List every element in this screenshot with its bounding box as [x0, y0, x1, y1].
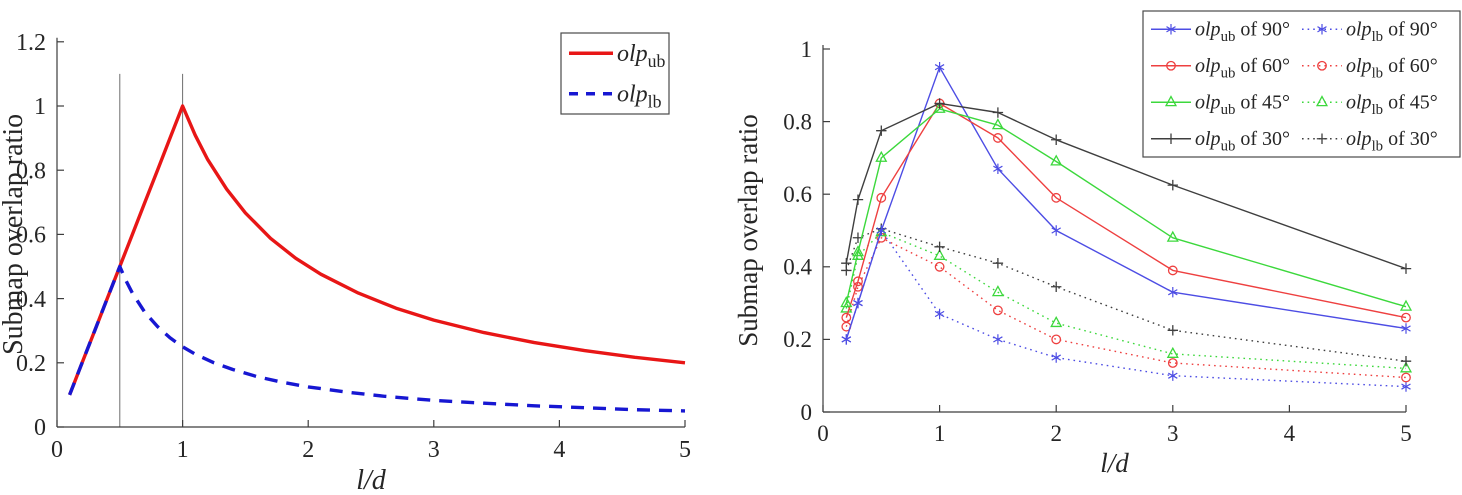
y-tick-label: 0.8 — [16, 158, 46, 184]
series-olp_ub_45 — [840, 101, 1413, 311]
legend-label-olp_lb_30: olplb of 30° — [1346, 128, 1438, 154]
legend-entry-olp_lb_90: olplb of 90° — [1302, 19, 1438, 45]
left-chart: 0 1 2 3 4 5 0 0.2 0.4 0.6 0.8 1 1.2 l/d Submap overlap… — [0, 30, 691, 495]
legend-label-olp_lb: olplb — [617, 81, 662, 111]
y-tick-label: 1 — [801, 37, 813, 62]
y-axis-label: Submap overlap ratio — [733, 114, 763, 346]
x-tick-label: 4 — [1284, 421, 1296, 446]
x-tick-label: 0 — [51, 437, 63, 463]
y-tick-label: 0.8 — [783, 109, 812, 134]
y-tick-label: 0.2 — [783, 327, 812, 352]
series-olp_ub_90 — [841, 61, 1411, 345]
legend-label-olp_lb_45: olplb of 45° — [1346, 92, 1438, 118]
right-chart-panel: 0 1 2 3 4 5 0 0.2 0.4 0.6 0.8 1 l/d Submap overlap ra… — [712, 0, 1462, 490]
legend-label-olp_ub_30: olpub of 30° — [1195, 128, 1290, 154]
legend-entry-olp_ub_45: olpub of 45° — [1151, 92, 1290, 118]
legend-entry-olp_ub: olpub — [569, 41, 666, 71]
legend: olpub olplb — [560, 32, 670, 115]
x-tick-label: 0 — [817, 421, 829, 446]
legend-label-olp_ub_45: olpub of 45° — [1195, 92, 1290, 118]
y-tick-label: 0 — [801, 400, 813, 425]
series-olp_ub — [68, 104, 686, 396]
legend-entry-olp_ub_90: olpub of 90° — [1151, 19, 1290, 45]
x-tick-label: 1 — [177, 437, 189, 463]
x-axis-label: l/d — [356, 465, 387, 490]
y-tick-label: 0.2 — [16, 351, 46, 377]
y-tick-label: 1 — [34, 94, 46, 120]
legend-label-olp_ub: olpub — [617, 41, 666, 71]
legend: olpub of 90° olplb of 90° olpub of 60° olpl… — [1142, 10, 1461, 158]
left-chart-panel: 0 1 2 3 4 5 0 0.2 0.4 0.6 0.8 1 1.2 l/d Submap overlap… — [0, 0, 712, 495]
x-tick-label: 3 — [428, 437, 440, 463]
x-tick-label: 5 — [1400, 421, 1412, 446]
series-olp_ub_30 — [841, 98, 1412, 274]
legend-label-olp_lb_60: olplb of 60° — [1346, 55, 1438, 81]
series-olp_lb_90 — [841, 225, 1411, 392]
legend-entry-olp_ub_60: olpub of 60° — [1151, 55, 1290, 81]
x-tick-label: 4 — [553, 437, 565, 463]
x-axis-label: l/d — [1100, 448, 1129, 478]
axes: 0 1 2 3 4 5 0 0.2 0.4 0.6 0.8 1 1.2 — [16, 30, 691, 463]
x-tick-label: 2 — [1050, 421, 1062, 446]
y-tick-label: 1.2 — [16, 30, 46, 56]
y-tick-label: 0.4 — [16, 287, 46, 313]
x-tick-label: 5 — [679, 437, 691, 463]
legend-label-olp_lb_90: olplb of 90° — [1346, 19, 1438, 45]
x-tick-label: 1 — [934, 421, 946, 446]
guide-lines — [119, 73, 184, 427]
legend-entry-olp_lb: olplb — [569, 81, 662, 112]
legend-entry-olp_lb_60: olplb of 60° — [1302, 55, 1438, 81]
y-axis-label: Submap overlap ratio — [0, 114, 29, 355]
legend-label-olp_ub_60: olpub of 60° — [1195, 55, 1290, 81]
series-olp_lb_45 — [840, 225, 1413, 373]
legend-entry-olp_lb_45: olplb of 45° — [1302, 92, 1438, 118]
legend-label-olp_ub_90: olpub of 90° — [1195, 19, 1290, 45]
series-olp_lb — [68, 264, 686, 413]
series-olp_lb_60 — [841, 232, 1411, 383]
y-tick-label: 0.6 — [16, 223, 46, 249]
legend-entry-olp_lb_30: olplb of 30° — [1302, 128, 1438, 154]
y-tick-label: 0 — [34, 415, 46, 441]
series-olp_lb_30 — [841, 223, 1412, 367]
y-tick-label: 0.4 — [783, 255, 812, 280]
legend-entry-olp_ub_30: olpub of 30° — [1151, 128, 1290, 154]
x-tick-label: 2 — [302, 437, 314, 463]
y-tick-label: 0.6 — [783, 182, 812, 207]
right-chart: 0 1 2 3 4 5 0 0.2 0.4 0.6 0.8 1 l/d Submap overlap ra… — [733, 10, 1461, 478]
axes: 0 1 2 3 4 5 0 0.2 0.4 0.6 0.8 1 — [783, 37, 1412, 446]
x-tick-label: 3 — [1167, 421, 1179, 446]
